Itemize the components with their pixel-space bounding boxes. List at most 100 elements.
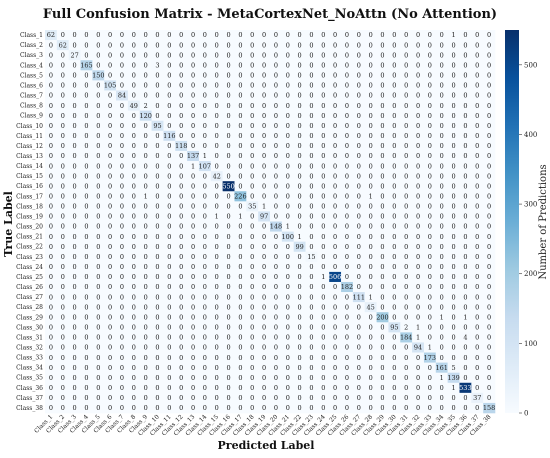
heatmap-cell [329, 50, 342, 61]
heatmap-cell [317, 312, 330, 323]
heatmap-cell [92, 90, 105, 101]
cell-value-label: 0 [298, 394, 302, 402]
heatmap-cell [293, 100, 306, 111]
cell-value-label: 0 [96, 384, 100, 392]
heatmap-cell [104, 342, 117, 353]
heatmap-cell [293, 251, 306, 263]
cell-value-label: 0 [451, 303, 455, 311]
heatmap-cell [234, 241, 247, 253]
heatmap-cell [45, 281, 58, 293]
heatmap-cell [471, 161, 484, 172]
cell-value-label: 0 [416, 72, 420, 80]
heatmap-cell [364, 161, 377, 172]
cell-value-label: 0 [321, 172, 325, 180]
heatmap-cell [388, 302, 401, 313]
heatmap-cell [388, 271, 401, 283]
heatmap-cell [305, 271, 318, 283]
cell-value-label: 0 [120, 394, 124, 402]
cell-value-label: 0 [144, 273, 148, 281]
cell-value-label: 0 [380, 82, 384, 90]
cell-value-label: 0 [179, 313, 183, 321]
heatmap-cell [187, 50, 200, 61]
cell-value-label: 0 [49, 354, 53, 362]
heatmap-cell [376, 90, 389, 101]
cell-value-label: 0 [167, 112, 171, 120]
cell-value-label: 0 [357, 142, 361, 150]
heatmap-cell [139, 70, 152, 81]
heatmap-cell [198, 251, 212, 263]
heatmap-cell [352, 201, 366, 212]
cell-value-label: 0 [451, 112, 455, 120]
heatmap-cell [151, 382, 164, 394]
cell-value-label: 0 [167, 162, 171, 170]
heatmap-cell [423, 140, 437, 152]
heatmap-cell [92, 70, 105, 81]
heatmap-cell [139, 332, 152, 343]
heatmap-cell [92, 322, 105, 333]
cell-value-label: 0 [309, 102, 313, 110]
heatmap-cell [92, 161, 105, 172]
cell-value-label: 0 [215, 142, 219, 150]
cell-value-label: 0 [416, 213, 420, 221]
heatmap-cell [139, 362, 152, 373]
heatmap-cell [471, 332, 484, 343]
heatmap-cell [400, 100, 413, 111]
heatmap-cell [329, 312, 342, 323]
heatmap-cell [423, 372, 437, 384]
cell-value-label: 0 [380, 334, 384, 342]
heatmap-cell [198, 352, 212, 363]
heatmap-cell [198, 261, 212, 273]
heatmap-cell [293, 110, 306, 122]
heatmap-cell [80, 211, 93, 222]
heatmap-cell [317, 302, 330, 313]
heatmap-cell [270, 332, 283, 343]
heatmap-cell [175, 181, 188, 192]
heatmap-cell [198, 392, 212, 404]
heatmap-cell [56, 402, 69, 414]
cell-value-label: 0 [380, 344, 384, 352]
cell-value-label: 0 [380, 203, 384, 211]
heatmap-cell [270, 402, 283, 414]
cell-value-label: 0 [191, 303, 195, 311]
cell-value-label: 0 [392, 112, 396, 120]
cell-value-label: 0 [262, 72, 266, 80]
heatmap-cell [352, 251, 366, 263]
cell-value-label: 0 [274, 132, 278, 140]
heatmap-cell [246, 402, 259, 414]
heatmap-cell [92, 392, 105, 404]
cell-value-label: 0 [108, 193, 112, 201]
cell-value-label: 0 [108, 364, 112, 372]
cell-value-label: 0 [108, 102, 112, 110]
cell-value-label: 0 [369, 283, 373, 291]
heatmap-cell [104, 382, 117, 394]
cell-value-label: 0 [179, 233, 183, 241]
cell-value-label: 0 [49, 283, 53, 291]
cell-value-label: 1 [416, 334, 420, 342]
heatmap-cell [412, 332, 425, 343]
cell-value-label: 0 [120, 344, 124, 352]
cell-value-label: 0 [144, 61, 148, 69]
heatmap-cell [435, 382, 448, 394]
cell-value-label: 0 [155, 172, 159, 180]
cell-value-label: 0 [120, 142, 124, 150]
cell-value-label: 0 [298, 384, 302, 392]
heatmap-cell [187, 322, 200, 333]
cell-value-label: 0 [463, 303, 467, 311]
y-tick-label: Class_37 [16, 395, 43, 402]
heatmap-cell [423, 110, 437, 122]
cell-value-label: 0 [369, 243, 373, 251]
cell-value-label: 0 [487, 374, 491, 382]
heatmap-cell [270, 251, 283, 263]
cell-value-label: 0 [380, 324, 384, 332]
heatmap-cell [45, 392, 58, 404]
heatmap-cell [388, 80, 401, 91]
cell-value-label: 0 [463, 364, 467, 372]
cell-value-label: 173 [424, 354, 436, 362]
heatmap-cell [80, 140, 93, 152]
heatmap-cell [459, 161, 472, 172]
heatmap-cell [388, 100, 401, 111]
heatmap-cell [352, 150, 366, 162]
cell-value-label: 0 [238, 92, 242, 100]
cell-value-label: 0 [487, 102, 491, 110]
heatmap-cell [281, 120, 294, 132]
